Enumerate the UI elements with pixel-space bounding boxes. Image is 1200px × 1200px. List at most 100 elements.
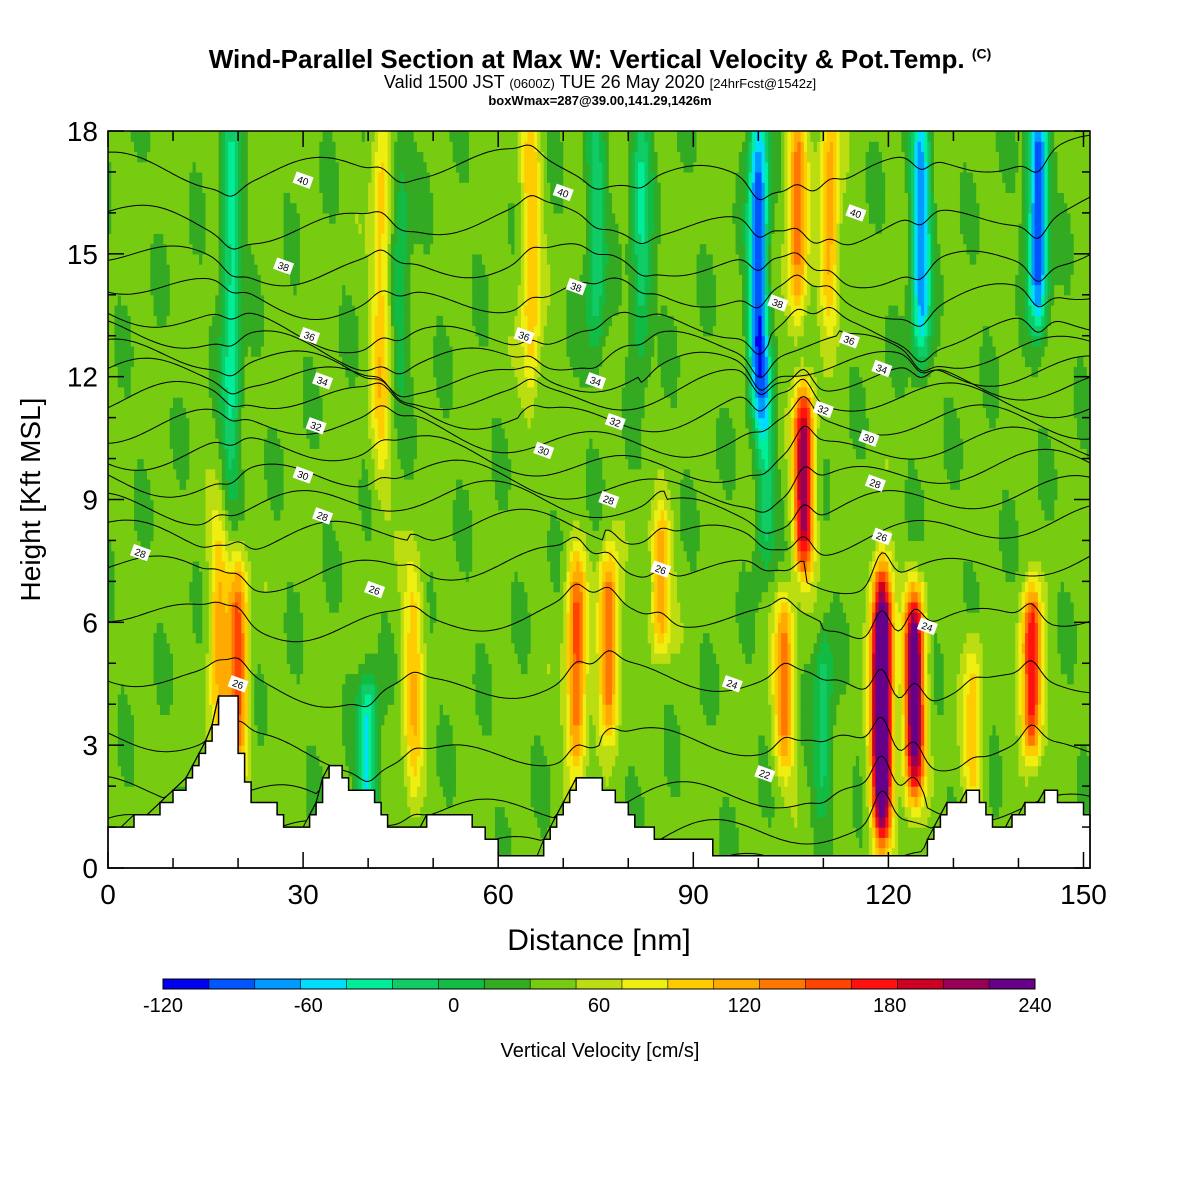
- velocity-cell: [134, 356, 138, 368]
- velocity-cell: [111, 509, 116, 521]
- velocity-cell: [108, 151, 112, 163]
- velocity-cell: [147, 274, 151, 286]
- velocity-cell: [130, 786, 135, 797]
- velocity-cell: [117, 786, 122, 797]
- velocity-cell: [130, 693, 135, 705]
- velocity-cell: [117, 141, 122, 153]
- velocity-cell: [134, 806, 138, 818]
- velocity-cell: [127, 642, 132, 654]
- velocity-cell: [147, 560, 151, 572]
- velocity-cell: [111, 335, 116, 347]
- velocity-cell: [127, 714, 132, 726]
- velocity-cell: [137, 663, 142, 675]
- velocity-cell: [114, 294, 119, 306]
- velocity-cell: [147, 571, 151, 582]
- velocity-cell: [147, 366, 151, 378]
- velocity-cell: [127, 612, 132, 623]
- velocity-cell: [127, 223, 132, 234]
- velocity-cell: [121, 335, 125, 347]
- velocity-cell: [117, 274, 122, 286]
- velocity-cell: [108, 734, 112, 746]
- velocity-cell: [121, 171, 125, 183]
- velocity-cell: [111, 182, 116, 194]
- velocity-cell: [127, 550, 132, 562]
- velocity-cell: [117, 765, 122, 777]
- velocity-cell: [147, 775, 151, 787]
- velocity-cell: [147, 131, 151, 142]
- velocity-cell: [121, 806, 125, 818]
- velocity-cell: [147, 693, 151, 705]
- velocity-cell: [137, 315, 142, 327]
- velocity-cell: [121, 653, 125, 664]
- velocity-cell: [124, 724, 129, 736]
- velocity-cell: [111, 274, 116, 286]
- velocity-cell: [137, 693, 142, 705]
- velocity-cell: [117, 243, 122, 255]
- velocity-cell: [143, 356, 148, 368]
- velocity-cell: [137, 632, 142, 644]
- velocity-cell: [121, 223, 125, 234]
- velocity-cell: [121, 397, 125, 408]
- velocity-cell: [134, 601, 138, 613]
- velocity-cell: [147, 724, 151, 736]
- velocity-cell: [137, 530, 142, 542]
- velocity-cell: [117, 571, 122, 582]
- velocity-cell: [108, 315, 112, 327]
- velocity-cell: [143, 161, 148, 173]
- velocity-cell: [143, 591, 148, 603]
- velocity-cell: [127, 192, 132, 204]
- velocity-cell: [130, 530, 135, 542]
- velocity-cell: [108, 274, 112, 286]
- velocity-cell: [134, 714, 138, 726]
- velocity-cell: [117, 438, 122, 449]
- velocity-cell: [111, 755, 116, 767]
- velocity-cell: [134, 448, 138, 460]
- velocity-cell: [108, 612, 112, 623]
- velocity-cell: [127, 253, 132, 265]
- velocity-cell: [143, 509, 148, 521]
- velocity-cell: [124, 806, 129, 818]
- velocity-cell: [117, 591, 122, 603]
- velocity-cell: [108, 131, 112, 142]
- velocity-cell: [111, 448, 116, 460]
- velocity-cell: [114, 632, 119, 644]
- velocity-cell: [143, 335, 148, 347]
- velocity-cell: [147, 356, 151, 368]
- velocity-cell: [143, 427, 148, 439]
- velocity-cell: [143, 755, 148, 767]
- velocity-cell: [140, 212, 145, 224]
- velocity-cell: [117, 407, 122, 419]
- velocity-cell: [114, 540, 119, 552]
- velocity-cell: [121, 438, 125, 449]
- velocity-cell: [108, 407, 112, 419]
- velocity-cell: [134, 765, 138, 777]
- velocity-cell: [108, 550, 112, 562]
- velocity-cell: [124, 202, 129, 214]
- velocity-cell: [108, 305, 112, 316]
- velocity-cell: [127, 131, 132, 142]
- velocity-cell: [117, 161, 122, 173]
- velocity-cell: [127, 438, 132, 449]
- velocity-cell: [124, 131, 129, 142]
- velocity-cell: [130, 386, 135, 398]
- velocity-cell: [137, 427, 142, 439]
- velocity-cell: [124, 745, 129, 757]
- velocity-cell: [140, 775, 145, 787]
- velocity-cell: [147, 192, 151, 204]
- velocity-cell: [140, 745, 145, 757]
- velocity-cell: [134, 264, 138, 275]
- velocity-cell: [111, 407, 116, 419]
- velocity-cell: [121, 775, 125, 787]
- velocity-cell: [130, 509, 135, 521]
- velocity-cell: [114, 673, 119, 685]
- velocity-cell: [137, 704, 142, 716]
- velocity-cell: [130, 683, 135, 695]
- velocity-cell: [111, 745, 116, 757]
- velocity-cell: [124, 560, 129, 572]
- velocity-cell: [147, 305, 151, 316]
- velocity-cell: [124, 397, 129, 408]
- velocity-cell: [137, 591, 142, 603]
- velocity-cell: [121, 816, 125, 828]
- velocity-cell: [134, 386, 138, 398]
- velocity-cell: [124, 335, 129, 347]
